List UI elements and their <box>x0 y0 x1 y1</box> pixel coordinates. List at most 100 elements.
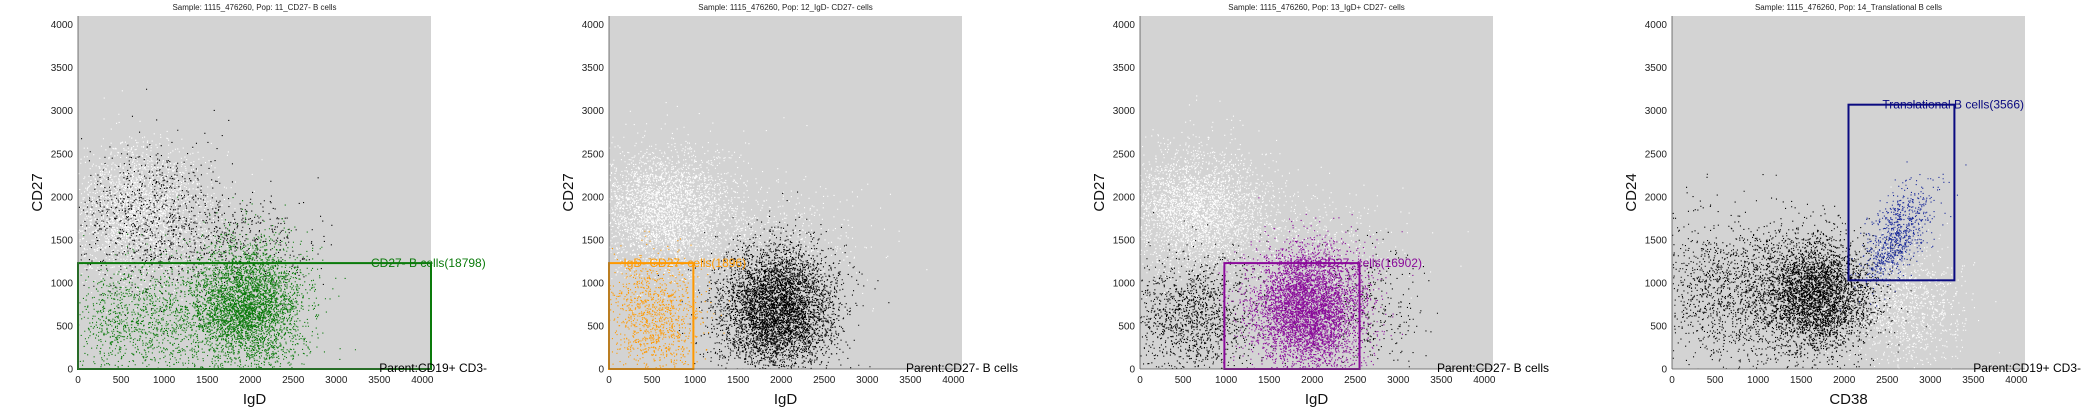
x-tick-label: 500 <box>644 375 661 386</box>
y-tick-label: 500 <box>56 321 73 332</box>
y-tick-label: 2000 <box>582 192 605 203</box>
x-tick-label: 500 <box>1707 375 1724 386</box>
y-tick-label: 3500 <box>1113 63 1136 74</box>
y-axis-label: CD24 <box>1623 173 1640 211</box>
x-tick-label: 4000 <box>942 375 965 386</box>
x-tick-label: 3500 <box>1430 375 1453 386</box>
x-tick-label: 1000 <box>1215 375 1238 386</box>
y-tick-label: 3000 <box>51 106 74 117</box>
y-tick-label: 3000 <box>1113 106 1136 117</box>
x-tick-label: 4000 <box>411 375 434 386</box>
point-cluster-1-1 <box>609 102 808 318</box>
scatter-series-3 <box>78 196 356 369</box>
x-tick-label: 1500 <box>1258 375 1281 386</box>
x-tick-label: 500 <box>1175 375 1192 386</box>
y-axis-label: CD27 <box>560 173 577 211</box>
x-axis-label: IgD <box>1305 391 1329 408</box>
x-tick-label: 2000 <box>1301 375 1324 386</box>
x-tick-label: 3500 <box>1962 375 1985 386</box>
y-tick-label: 2500 <box>582 149 605 160</box>
y-tick-label: 0 <box>1129 365 1135 376</box>
scatter-series-2 <box>657 191 890 369</box>
y-tick-label: 1500 <box>1113 235 1136 246</box>
y-tick-label: 2000 <box>51 192 74 203</box>
x-tick-label: 1500 <box>1790 375 1813 386</box>
x-tick-label: 4000 <box>1473 375 1496 386</box>
point-cluster-3-1 <box>1218 197 1414 369</box>
chart-panel-1: CD27- B cells(18798) Sample: 1115_476260,… <box>29 3 487 408</box>
y-tick-label: 500 <box>587 321 604 332</box>
x-tick-label: 0 <box>1137 375 1143 386</box>
y-tick-label: 2500 <box>1645 149 1668 160</box>
x-axis-label: IgD <box>774 391 798 408</box>
y-tick-label: 1000 <box>582 278 605 289</box>
gate-rectangle <box>1847 103 1956 282</box>
y-tick-label: 3000 <box>582 106 605 117</box>
parent-label: Parent:CD19+ CD3- <box>1973 361 2081 375</box>
y-axis-label: CD27 <box>1091 173 1108 211</box>
x-tick-label: 500 <box>113 375 130 386</box>
point-cluster-3-1 <box>159 196 356 369</box>
y-tick-label: 3500 <box>51 63 74 74</box>
point-cluster-1-2 <box>614 157 928 318</box>
x-tick-label: 3500 <box>368 375 391 386</box>
x-tick-label: 1000 <box>1747 375 1770 386</box>
y-tick-label: 0 <box>598 365 604 376</box>
y-tick-label: 1000 <box>1645 278 1668 289</box>
x-tick-label: 0 <box>75 375 81 386</box>
x-tick-label: 0 <box>1669 375 1675 386</box>
chart-panel-4: Translational B cells(3566) Sample: 1115_… <box>1623 3 2081 408</box>
x-tick-label: 3000 <box>325 375 348 386</box>
point-cluster-1-1 <box>1140 95 1331 313</box>
x-tick-label: 3000 <box>856 375 879 386</box>
parent-label: Parent:CD27- B cells <box>1437 361 1549 375</box>
x-tick-label: 0 <box>606 375 612 386</box>
y-axis-label: CD27 <box>29 173 46 211</box>
y-tick-label: 1500 <box>51 235 74 246</box>
chart-title: Sample: 1115_476260, Pop: 12_IgD- CD27- … <box>698 3 872 12</box>
y-tick-label: 2000 <box>1645 192 1668 203</box>
x-tick-label: 2500 <box>1876 375 1899 386</box>
x-tick-label: 3000 <box>1919 375 1942 386</box>
chart-title: Sample: 1115_476260, Pop: 14_Translation… <box>1755 3 1942 12</box>
x-tick-label: 1000 <box>684 375 707 386</box>
scatter-series-3 <box>1218 197 1414 369</box>
x-tick-label: 3000 <box>1387 375 1410 386</box>
x-tick-label: 2500 <box>282 375 305 386</box>
scatter-series-1 <box>1820 186 2000 369</box>
y-tick-label: 500 <box>1650 321 1667 332</box>
x-tick-label: 2000 <box>770 375 793 386</box>
y-tick-label: 3500 <box>582 63 605 74</box>
x-tick-label: 2000 <box>239 375 262 386</box>
parent-label: Parent:CD19+ CD3- <box>379 361 487 375</box>
scatter-series-1 <box>78 90 263 314</box>
x-tick-label: 1000 <box>153 375 176 386</box>
point-cluster-1-1 <box>1820 186 2000 369</box>
y-tick-label: 1500 <box>1645 235 1668 246</box>
y-tick-label: 4000 <box>1113 20 1136 31</box>
gate-label: Translational B cells(3566) <box>1882 98 2024 112</box>
y-tick-label: 500 <box>1118 321 1135 332</box>
y-tick-label: 3000 <box>1645 106 1668 117</box>
y-tick-label: 1500 <box>582 235 605 246</box>
scatter-series-2 <box>1140 212 1438 369</box>
gate-label: IgD+ CD27- cells(16902) <box>1290 256 1422 270</box>
y-tick-label: 2500 <box>51 149 74 160</box>
scatter-series-1 <box>1140 95 1469 314</box>
scatter-series-1 <box>609 102 928 318</box>
x-tick-label: 1500 <box>727 375 750 386</box>
x-tick-label: 3500 <box>899 375 922 386</box>
point-cluster-2-1 <box>657 191 890 369</box>
y-tick-label: 2000 <box>1113 192 1136 203</box>
x-tick-label: 2500 <box>813 375 836 386</box>
y-tick-label: 0 <box>67 365 73 376</box>
chart-title: Sample: 1115_476260, Pop: 13_IgD+ CD27- … <box>1228 3 1404 12</box>
x-tick-label: 4000 <box>2005 375 2028 386</box>
chart-title: Sample: 1115_476260, Pop: 11_CD27- B cel… <box>172 3 336 12</box>
x-tick-label: 1500 <box>196 375 219 386</box>
x-axis-label: CD38 <box>1829 391 1867 408</box>
chart-panel-2: IgD- CD27- cells(1896) Sample: 1115_47626… <box>560 3 1018 408</box>
y-tick-label: 0 <box>1661 365 1667 376</box>
y-tick-label: 1000 <box>51 278 74 289</box>
gate-label: CD27- B cells(18798) <box>371 256 486 270</box>
